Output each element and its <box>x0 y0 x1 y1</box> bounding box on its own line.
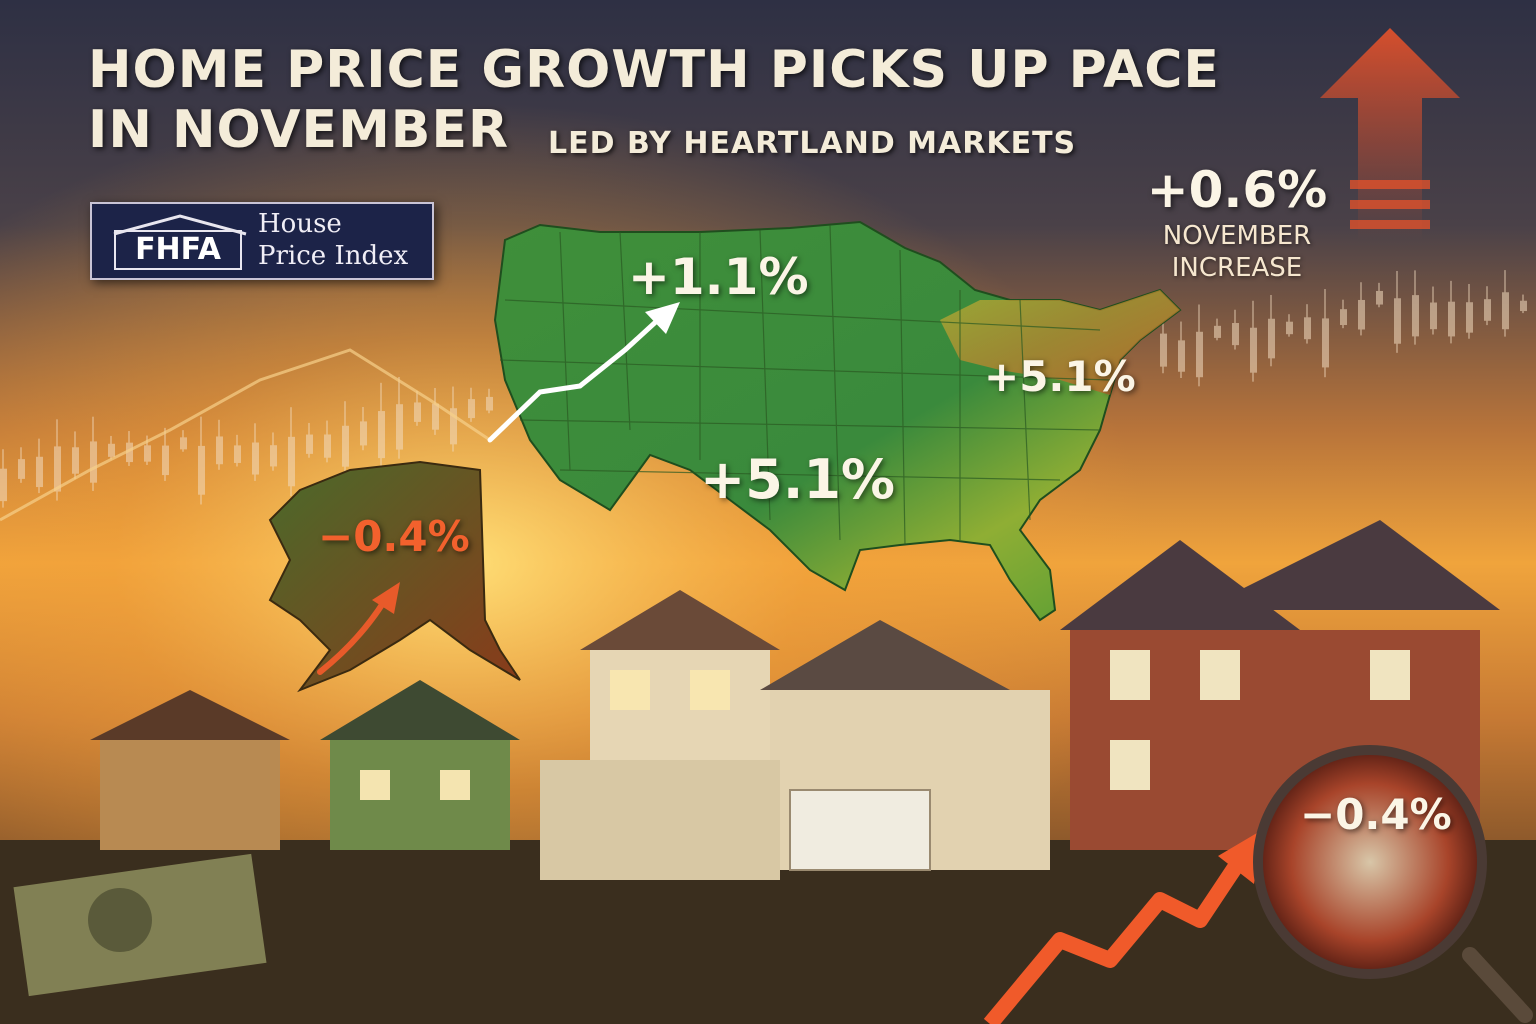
index-name: House Price Index <box>258 208 408 272</box>
candle-body <box>1394 298 1401 344</box>
index-name-line1: House <box>258 209 342 239</box>
candle-body <box>1340 309 1347 326</box>
candle-body <box>216 436 223 465</box>
candle-body <box>126 442 133 463</box>
fhfa-badge: FHFA House Price Index <box>90 202 434 280</box>
candle-body <box>90 441 97 483</box>
map-label-east: +5.1% <box>984 352 1136 401</box>
candle-body <box>1268 318 1275 359</box>
candle-body <box>270 445 277 467</box>
map-label-south: +5.1% <box>700 448 896 511</box>
candle-body <box>198 445 205 495</box>
candle-body <box>432 403 439 430</box>
candle-body <box>324 434 331 458</box>
candle-body <box>36 456 43 488</box>
candle-body <box>1304 317 1311 340</box>
candle-body <box>0 468 7 502</box>
candle-body <box>414 402 421 422</box>
candle-body <box>1250 327 1257 373</box>
index-name-line2: Price Index <box>258 241 409 271</box>
candle-body <box>1286 321 1293 335</box>
candle-body <box>360 421 367 446</box>
candle-body <box>1448 301 1455 337</box>
magnifying-glass-icon <box>1253 745 1533 1023</box>
alaska-arrow-icon <box>317 582 400 675</box>
candle-body <box>288 436 295 487</box>
candle-body <box>468 399 475 419</box>
map-label-alaska: −0.4% <box>318 512 470 561</box>
candle-body <box>180 437 187 450</box>
candle-body <box>1196 331 1203 378</box>
headline-subtitle: LED BY HEARTLAND MARKETS <box>548 126 1077 161</box>
candle-body <box>162 445 169 476</box>
candle-body <box>1214 325 1221 338</box>
candle-body <box>54 446 61 492</box>
headline-line1: HOME PRICE GROWTH PICKS UP PACE <box>88 40 1220 100</box>
candle-body <box>1412 295 1419 337</box>
november-label: NOVEMBER INCREASE <box>1128 220 1346 284</box>
candle-body <box>144 445 151 462</box>
candle-body <box>18 459 25 479</box>
november-label-line2: INCREASE <box>1171 253 1303 283</box>
bottom-trend-arrow-icon <box>983 830 1262 1024</box>
map-label-north: +1.1% <box>628 248 809 306</box>
candle-body <box>378 411 385 459</box>
candle-body <box>108 443 115 457</box>
headline: HOME PRICE GROWTH PICKS UP PACE IN NOVEM… <box>88 40 1220 160</box>
candle-body <box>1160 333 1167 367</box>
candle-body <box>1502 292 1509 330</box>
candle-body <box>342 425 349 467</box>
candle-body <box>1178 340 1185 372</box>
candle-body <box>1376 290 1383 305</box>
magnifier-value: −0.4% <box>1300 790 1452 839</box>
candle-body <box>1322 318 1329 368</box>
november-label-line1: NOVEMBER <box>1162 221 1312 251</box>
candle-body <box>252 442 259 475</box>
candle-body <box>396 404 403 450</box>
candle-body <box>1520 300 1527 312</box>
candle-body <box>1232 323 1239 346</box>
november-callout: +0.6% NOVEMBER INCREASE <box>1128 160 1346 284</box>
candle-body <box>234 445 241 463</box>
candle-body <box>1466 302 1473 333</box>
candle-body <box>306 434 313 454</box>
fhfa-acronym: FHFA <box>114 230 242 270</box>
candle-body <box>450 408 457 445</box>
headline-line2: IN NOVEMBER <box>88 100 510 160</box>
candle-body <box>486 396 493 411</box>
candle-body <box>1358 299 1365 330</box>
alaska-map <box>268 460 521 693</box>
trend-arrow-icon <box>487 302 680 443</box>
november-value: +0.6% <box>1146 161 1328 219</box>
arrow-up-icon <box>1320 28 1460 240</box>
candle-body <box>1430 302 1437 330</box>
candle-body <box>1484 299 1491 321</box>
house-roof-icon <box>113 214 247 236</box>
candle-body <box>72 447 79 474</box>
